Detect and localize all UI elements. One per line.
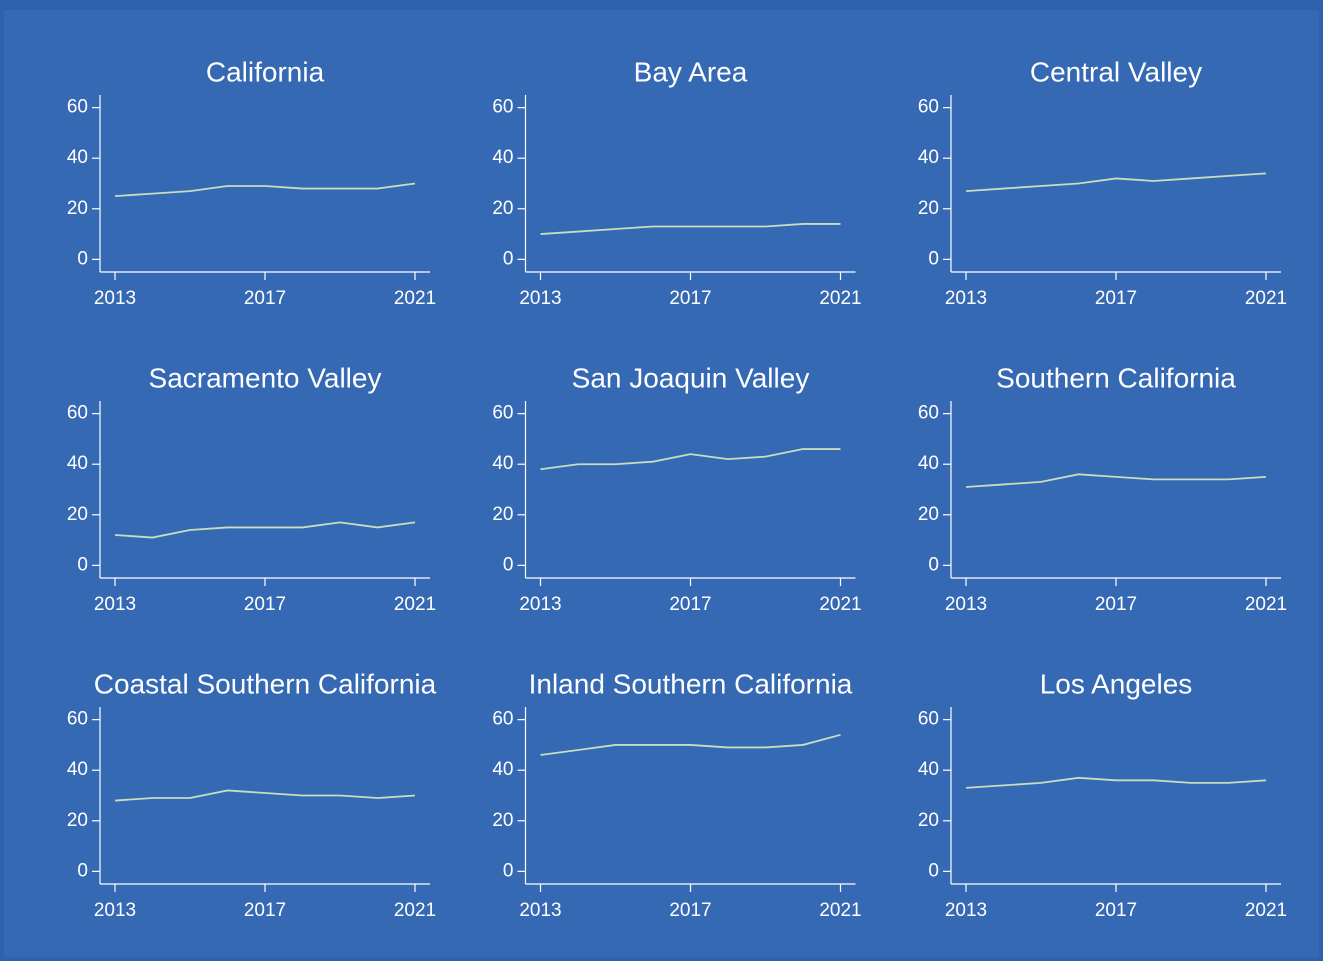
panel: Coastal Southern California 0 20 40 60 2013 20… [67, 668, 437, 921]
x-tick-label: 2013 [945, 288, 987, 309]
x-tick-label: 2017 [669, 900, 711, 921]
y-tick-label: 0 [503, 248, 514, 269]
y-tick-label: 0 [77, 248, 88, 269]
panel: California 0 20 40 60 2013 2017 2021 [67, 56, 436, 309]
data-line [965, 473, 1267, 488]
y-tick-label: 20 [918, 810, 939, 831]
x-tick-label: 2021 [394, 288, 436, 309]
y-tick-label: 20 [492, 198, 513, 219]
x-tick-label: 2013 [94, 900, 136, 921]
data-line [114, 182, 416, 198]
y-tick-label: 60 [492, 97, 513, 118]
panel-title: Bay Area [634, 56, 748, 87]
data-line [540, 448, 841, 471]
x-tick-label: 2017 [244, 900, 286, 921]
y-tick-label: 20 [918, 198, 939, 219]
x-tick-label: 2013 [94, 288, 136, 309]
x-tick-label: 2013 [519, 594, 561, 615]
y-tick-label: 60 [918, 403, 939, 424]
y-tick-label: 0 [928, 554, 939, 575]
panel-title: California [206, 56, 325, 87]
panel-title: Inland Southern California [529, 668, 853, 699]
panel: Bay Area 0 20 40 60 2013 2017 2021 [492, 56, 861, 309]
x-tick-label: 2021 [1245, 594, 1287, 615]
x-tick-label: 2021 [819, 288, 861, 309]
y-tick-label: 60 [492, 403, 513, 424]
y-tick-label: 0 [928, 860, 939, 881]
x-tick-label: 2017 [1095, 900, 1137, 921]
panel-title: Los Angeles [1040, 668, 1193, 699]
data-line [965, 172, 1267, 192]
x-tick-label: 2017 [244, 594, 286, 615]
y-tick-label: 60 [492, 709, 513, 730]
y-tick-label: 40 [67, 759, 88, 780]
y-tick-label: 40 [918, 147, 939, 168]
x-tick-label: 2013 [519, 288, 561, 309]
x-tick-label: 2013 [945, 594, 987, 615]
y-tick-label: 20 [67, 504, 88, 525]
x-tick-label: 2017 [1095, 594, 1137, 615]
panel: Sacramento Valley 0 20 40 60 2013 2017 2021 [67, 362, 436, 615]
y-tick-label: 60 [67, 709, 88, 730]
y-tick-label: 20 [492, 504, 513, 525]
x-tick-label: 2021 [394, 594, 436, 615]
x-tick-label: 2017 [1095, 288, 1137, 309]
plot-background [4, 10, 1319, 957]
y-tick-label: 40 [67, 453, 88, 474]
y-tick-label: 20 [67, 198, 88, 219]
data-line [965, 776, 1267, 789]
y-tick-label: 0 [503, 860, 514, 881]
y-tick-label: 60 [918, 709, 939, 730]
y-tick-label: 60 [67, 97, 88, 118]
y-tick-label: 60 [918, 97, 939, 118]
y-tick-label: 40 [492, 453, 513, 474]
x-tick-label: 2013 [519, 900, 561, 921]
x-tick-label: 2021 [1245, 900, 1287, 921]
x-tick-label: 2013 [945, 900, 987, 921]
data-line [114, 789, 416, 802]
y-tick-label: 40 [67, 147, 88, 168]
x-tick-label: 2013 [94, 594, 136, 615]
y-tick-label: 0 [77, 554, 88, 575]
y-tick-label: 40 [918, 453, 939, 474]
x-tick-label: 2021 [394, 900, 436, 921]
y-tick-label: 20 [492, 810, 513, 831]
panel-title: Central Valley [1030, 56, 1202, 87]
x-tick-label: 2017 [669, 594, 711, 615]
x-tick-label: 2017 [244, 288, 286, 309]
panel: Southern California 0 20 40 60 2013 2017 2021 [918, 362, 1287, 615]
data-line [114, 521, 416, 539]
y-tick-label: 20 [918, 504, 939, 525]
panel: San Joaquin Valley 0 20 40 60 2013 2017 2021 [492, 362, 861, 615]
x-tick-label: 2021 [819, 594, 861, 615]
y-tick-label: 0 [928, 248, 939, 269]
panel-title: San Joaquin Valley [572, 362, 810, 393]
panel: Inland Southern California 0 20 40 60 2013 201… [492, 668, 861, 921]
x-tick-label: 2021 [819, 900, 861, 921]
y-tick-label: 0 [503, 554, 514, 575]
panel: Los Angeles 0 20 40 60 2013 2017 2021 [918, 668, 1287, 921]
y-tick-label: 40 [918, 759, 939, 780]
y-tick-label: 20 [67, 810, 88, 831]
y-tick-label: 0 [77, 860, 88, 881]
y-tick-label: 60 [67, 403, 88, 424]
data-line [540, 223, 841, 235]
panel-title: Coastal Southern California [94, 668, 437, 699]
panel-title: Southern California [996, 362, 1236, 393]
x-tick-label: 2017 [669, 288, 711, 309]
panel: Central Valley 0 20 40 60 2013 2017 2021 [918, 56, 1287, 309]
y-tick-label: 40 [492, 759, 513, 780]
x-tick-label: 2021 [1245, 288, 1287, 309]
data-line [540, 733, 841, 756]
y-tick-label: 40 [492, 147, 513, 168]
panel-title: Sacramento Valley [149, 362, 382, 393]
